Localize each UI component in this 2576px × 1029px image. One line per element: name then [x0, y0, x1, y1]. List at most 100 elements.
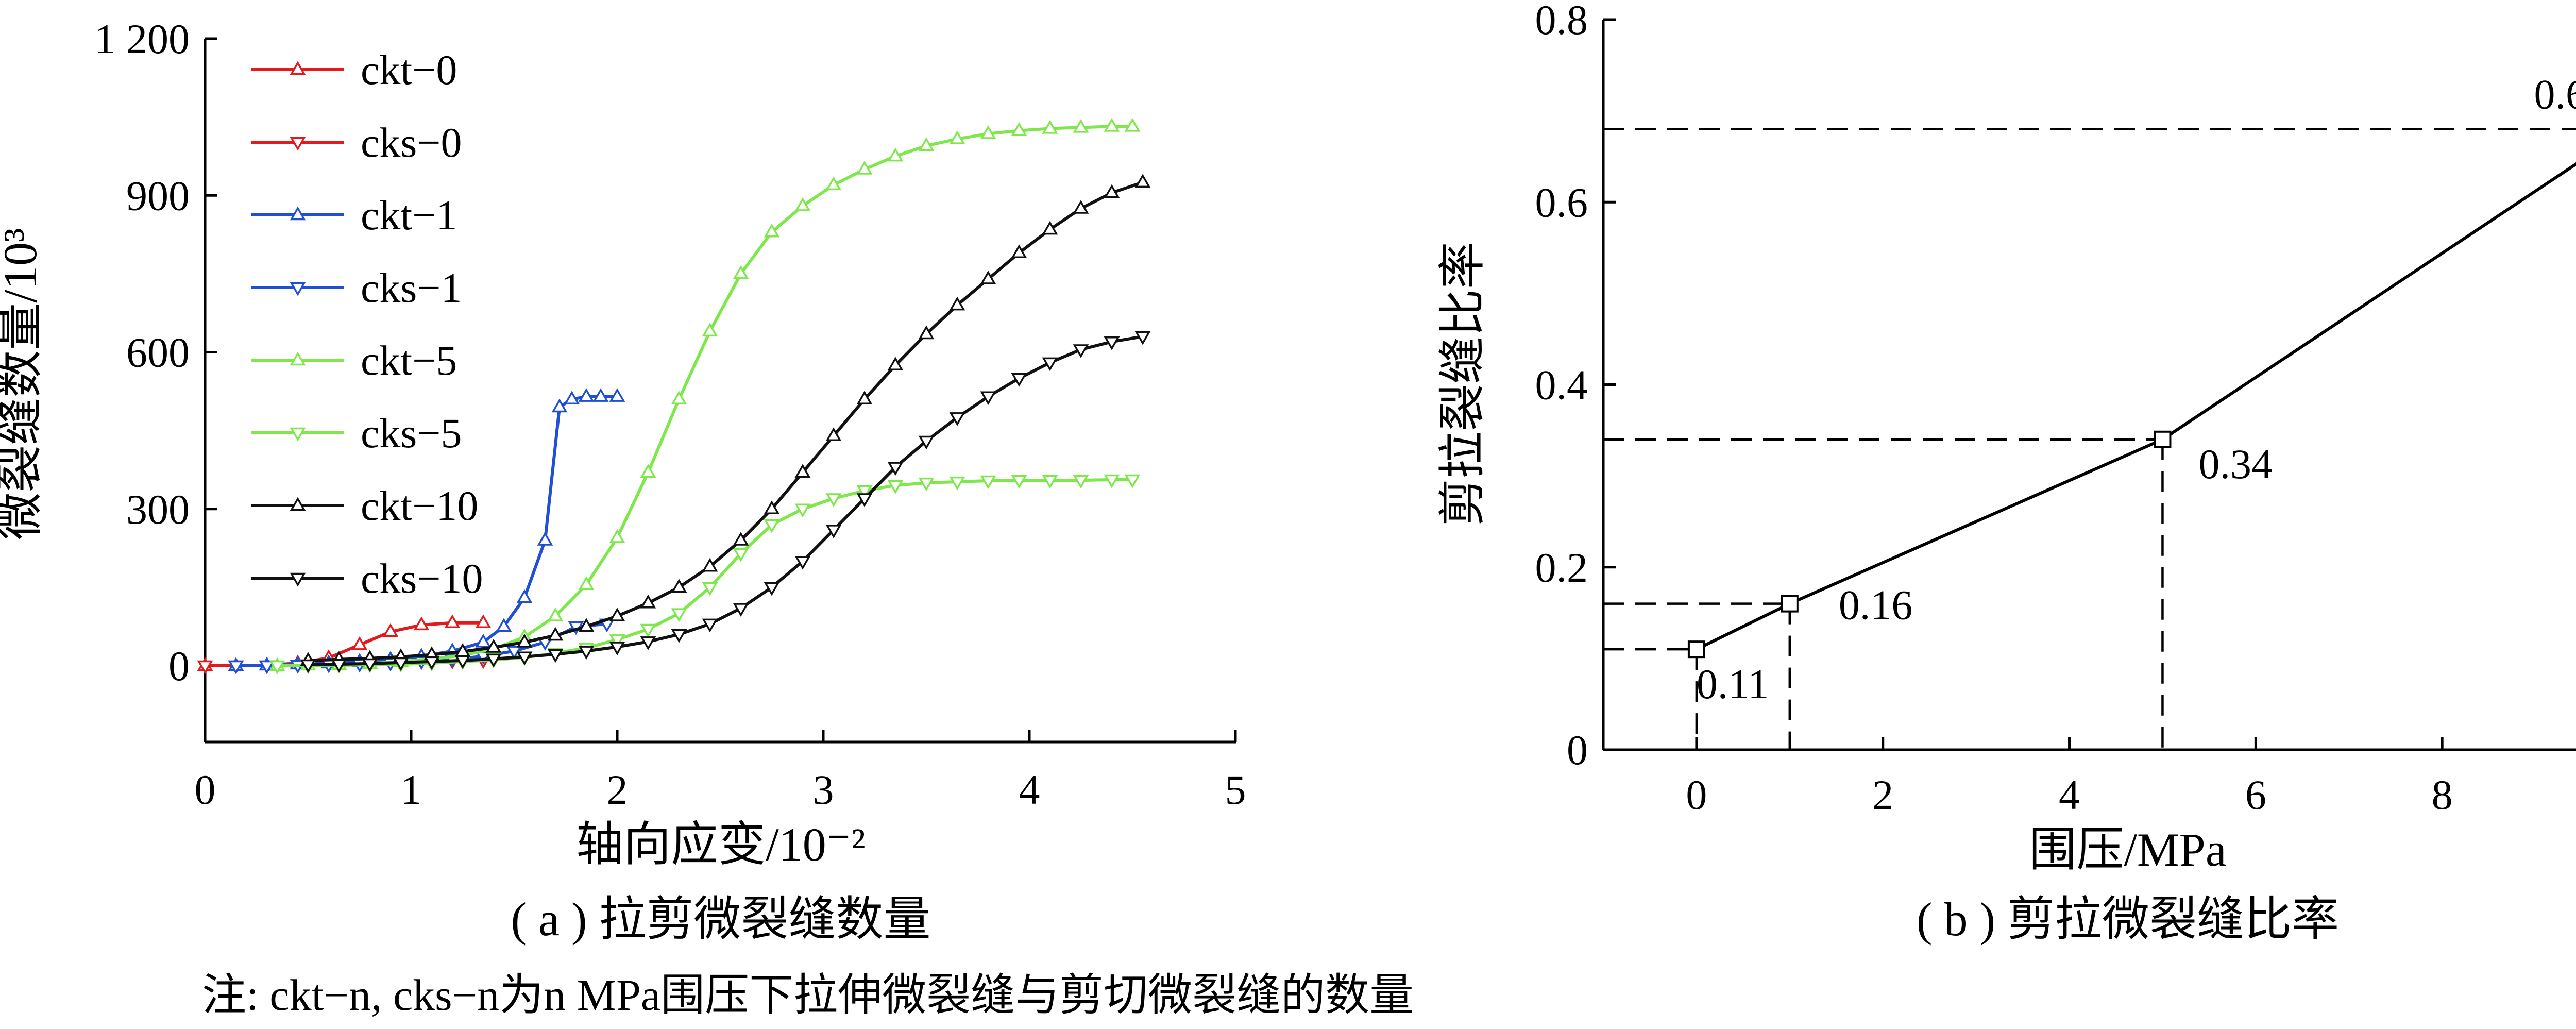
- data-point: [269, 660, 285, 674]
- data-point: [1073, 200, 1089, 214]
- data-point: [496, 618, 512, 632]
- data-point: [1124, 117, 1141, 132]
- data-point: [1687, 640, 1705, 659]
- legend-item: ckt−1: [251, 192, 457, 239]
- data-point: [764, 500, 780, 514]
- data-point: [949, 412, 965, 426]
- data-point: [640, 464, 656, 478]
- chart-a-y-tick-label: 0: [168, 643, 190, 689]
- data-point: [671, 608, 687, 622]
- data-point: [609, 529, 625, 543]
- chart-a-y-ticks: 0 300 600 900 1 200: [95, 15, 217, 689]
- data-point: [794, 503, 811, 518]
- data-point: [733, 603, 749, 617]
- chart-a-y-tick-label: 900: [126, 172, 190, 219]
- data-point: [856, 391, 873, 404]
- figure-note: 注: ckt−n, cks−n为n MPa围压下拉伸微裂缝与剪切微裂缝的数量: [202, 970, 1414, 1020]
- data-point: [949, 130, 965, 144]
- data-point: [949, 476, 965, 491]
- data-point: [300, 659, 316, 673]
- legend-marker: [290, 572, 306, 587]
- data-point: [454, 655, 471, 669]
- chart-a-y-tick-label: 1 200: [95, 15, 190, 62]
- legend-item: ckt−5: [251, 337, 457, 384]
- data-point: [1124, 474, 1141, 488]
- data-point: [702, 558, 718, 572]
- data-point: [1104, 474, 1120, 488]
- legend-marker: [290, 61, 306, 75]
- data-point: [764, 519, 780, 533]
- chart-b-x-tick-label: 4: [2059, 771, 2080, 818]
- data-point: [609, 634, 625, 648]
- data-label: 0.34: [2198, 441, 2273, 487]
- data-point: [331, 659, 347, 673]
- legend-label: cks−10: [361, 555, 483, 602]
- data-point: [980, 271, 996, 284]
- chart-b-x-tick-label: 2: [1872, 771, 1893, 818]
- data-point: [578, 618, 595, 632]
- chart-b-guide-lines: [1603, 128, 2576, 750]
- chart-a-x-tick-label: 5: [1225, 766, 1246, 813]
- data-point: [794, 197, 811, 211]
- data-point: [1781, 595, 1799, 613]
- legend-label: ckt−0: [361, 46, 457, 93]
- chart-a-legend: ckt−0 cks−0 ckt−1 cks−1 ckt−5 cks−5 ckt−10 cks−…: [251, 46, 483, 602]
- data-point: [1073, 475, 1089, 489]
- data-point: [733, 265, 749, 279]
- chart-b-caption: ( b ) 剪拉微裂缝比率: [1917, 893, 2339, 946]
- data-point: [547, 649, 564, 663]
- data-point: [702, 582, 718, 596]
- legend-marker: [290, 206, 306, 221]
- data-point: [825, 427, 842, 441]
- data-point: [228, 660, 244, 674]
- legend-item: cks−5: [251, 410, 462, 457]
- data-point: [918, 477, 935, 492]
- legend-marker: [290, 137, 306, 151]
- data-point: [980, 125, 996, 139]
- chart-b-y-axis-label: 剪拉裂缝比率: [1436, 242, 1489, 526]
- legend-item: ckt−10: [251, 482, 478, 529]
- data-label: 0.68: [2534, 71, 2576, 118]
- data-point: [547, 627, 564, 641]
- legend-marker: [290, 351, 306, 366]
- data-point: [887, 147, 904, 162]
- legend-marker: [290, 497, 306, 511]
- chart-a-y-tick-label: 600: [126, 329, 190, 376]
- data-point: [475, 633, 492, 648]
- series-ckt-10: [300, 174, 1151, 666]
- data-point: [1011, 475, 1027, 489]
- data-point: [475, 614, 492, 629]
- data-point: [980, 475, 996, 490]
- chart-b-x-tick-label: 8: [2432, 771, 2453, 818]
- data-point: [1104, 117, 1120, 132]
- legend-label: cks−5: [361, 410, 462, 457]
- chart-b-y-tick-label: 0: [1567, 727, 1588, 773]
- data-point: [516, 589, 533, 603]
- data-point: [980, 391, 996, 406]
- legend-label: cks−0: [361, 119, 462, 166]
- data-point: [1011, 122, 1027, 136]
- chart-b-x-ticks: 0246810: [1686, 737, 2453, 818]
- data-point: [887, 462, 904, 476]
- data-point: [485, 653, 502, 668]
- series-line: [308, 335, 1143, 666]
- data-point: [794, 555, 811, 570]
- chart-b-shear-tension-ratio: 00.20.40.60.8 0246810 0.110.160.340.68 围…: [1436, 0, 2576, 946]
- data-point: [1011, 373, 1027, 387]
- chart-b-data-labels: 0.11 0.16 0.34 0.68: [1697, 71, 2576, 708]
- data-point: [516, 651, 533, 666]
- data-point: [197, 660, 213, 674]
- chart-b-y-tick-label: 0.8: [1535, 0, 1588, 43]
- chart-b-x-tick-label: 6: [2245, 771, 2266, 818]
- chart-a-x-tick-label: 4: [1019, 766, 1040, 813]
- chart-b-y-tick-label: 0.4: [1535, 362, 1588, 409]
- data-point: [609, 388, 625, 402]
- legend-label: ckt−10: [361, 482, 478, 529]
- data-point: [413, 616, 430, 631]
- data-label: 0.11: [1697, 661, 1769, 707]
- data-point: [564, 391, 580, 404]
- chart-b-y-ticks: 0 0.2 0.4 0.6 0.8: [1535, 0, 1616, 773]
- legend-marker: [290, 427, 306, 442]
- data-point: [578, 388, 595, 402]
